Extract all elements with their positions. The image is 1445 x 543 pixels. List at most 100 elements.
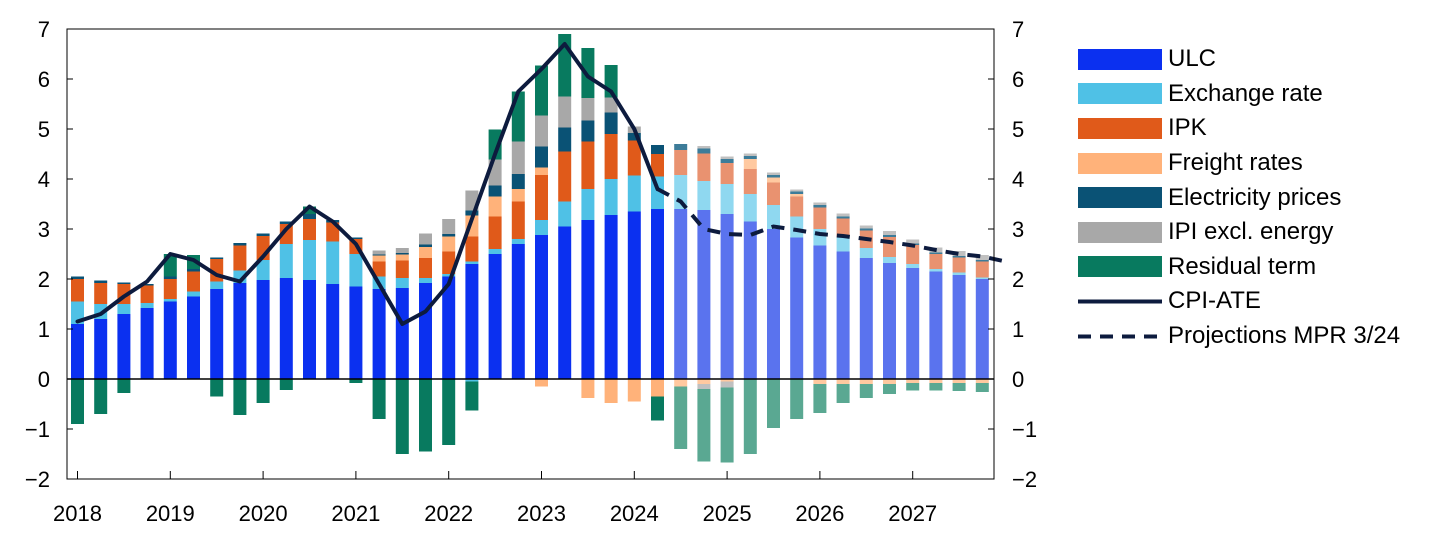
bar-residual-term-negative: [349, 379, 363, 383]
bar-freight-rates-negative: [535, 379, 548, 387]
cpi-ate-line: [75, 42, 660, 326]
bar-ipi-excl-energy: [975, 255, 989, 260]
bar-freight-rates: [442, 236, 456, 252]
bar-ulc: [604, 215, 618, 379]
bar-ulc: [210, 289, 224, 379]
legend-label: Exchange rate: [1168, 79, 1323, 107]
bar-exchange-rate: [535, 220, 548, 235]
legend-swatch-ipk: [1078, 117, 1162, 139]
bar-exchange-rate: [975, 277, 989, 279]
bar-ipi-excl-energy: [511, 141, 525, 174]
bar-exchange-rate: [303, 240, 316, 280]
bar-electricity-prices: [767, 175, 780, 178]
bar-ulc: [906, 268, 920, 379]
bar-exchange-rate: [929, 269, 943, 272]
bar-freight-rates-negative: [581, 379, 595, 398]
bar-ipi-excl-energy: [859, 225, 873, 229]
bar-electricity-prices: [836, 216, 850, 219]
bar-residual-term-negative: [256, 379, 270, 403]
bar-ipk: [674, 150, 688, 175]
bar-residual-term-negative: [906, 383, 920, 391]
bar-exchange-rate: [581, 189, 595, 220]
bar-ipk: [743, 169, 757, 194]
legend-label: IPI excl. energy: [1168, 218, 1334, 246]
bar-ulc: [303, 280, 316, 379]
bar-electricity-prices: [488, 185, 502, 197]
bar-ulc: [442, 276, 456, 379]
bar-electricity-prices: [442, 234, 456, 237]
bar-electricity-prices: [233, 243, 247, 246]
bar-freight-rates: [743, 159, 757, 169]
bar-residual-term-negative: [883, 384, 896, 394]
y-tick-label-right: 5: [1012, 117, 1024, 142]
bar-electricity-prices: [395, 253, 409, 255]
bar-ipk: [187, 271, 200, 292]
bar-freight-rates-negative: [952, 379, 966, 383]
bar-residual-term-negative: [929, 383, 943, 391]
bar-freight-rates-negative: [906, 379, 920, 383]
legend-label: ULC: [1168, 45, 1217, 73]
bar-electricity-prices: [859, 228, 873, 231]
y-tick-label-right: 2: [1012, 267, 1024, 292]
bar-electricity-prices: [697, 148, 711, 154]
bar-ipi-excl-energy: [952, 251, 966, 256]
bar-ulc: [836, 251, 850, 379]
legend-swatch-projections: [1078, 326, 1162, 347]
bar-exchange-rate: [349, 254, 363, 287]
bar-ulc: [627, 211, 641, 379]
bar-residual-term-negative: [395, 379, 409, 454]
bar-exchange-rate: [743, 194, 757, 222]
bar-freight-rates-negative: [604, 379, 618, 403]
y-tick-label-right: 4: [1012, 167, 1024, 192]
projection-line: [656, 187, 1006, 264]
bar-ipk: [140, 285, 154, 303]
bar-exchange-rate: [790, 216, 804, 238]
bar-ipk: [627, 140, 641, 176]
bar-electricity-prices: [651, 145, 664, 154]
bar-ipi-excl-energy-negative: [697, 384, 711, 389]
bar-residual-term-negative: [94, 379, 108, 414]
y-tick-label-right: 7: [1012, 17, 1024, 42]
bar-ulc: [419, 283, 432, 379]
bar-ipi-excl-energy: [697, 146, 711, 149]
bar-ipk: [71, 279, 84, 302]
bar-electricity-prices: [929, 252, 943, 254]
bar-ipi-excl-energy: [604, 97, 618, 113]
bar-ipk: [94, 283, 108, 304]
bar-ipi-excl-energy: [906, 239, 920, 244]
legend-label: Electricity prices: [1168, 183, 1342, 211]
bar-ipk: [975, 261, 989, 278]
bar-ipi-excl-energy: [442, 219, 456, 234]
bar-freight-rates-negative: [929, 379, 943, 383]
y-tick-label-left: 2: [38, 267, 50, 292]
plot-border: [66, 28, 995, 480]
bar-ulc: [813, 245, 827, 379]
bar-ulc: [929, 271, 943, 379]
bar-ulc: [790, 237, 804, 379]
bar-electricity-prices: [465, 210, 479, 216]
bar-exchange-rate: [140, 303, 154, 308]
bar-ipk: [279, 224, 293, 244]
bar-electricity-prices: [349, 237, 363, 239]
x-tick-label: 2024: [610, 501, 659, 526]
bar-freight-rates: [535, 167, 548, 175]
bar-freight-rates: [511, 189, 525, 202]
bar-ulc: [859, 258, 873, 379]
bar-electricity-prices: [163, 276, 177, 279]
legend-item-freight-rates: Freight rates: [1078, 146, 1400, 181]
bar-exchange-rate: [604, 179, 618, 215]
lines-layer: [75, 42, 1006, 326]
bars-layer: [71, 34, 989, 463]
legend-label: CPI-ATE: [1168, 287, 1261, 315]
bar-ulc: [140, 308, 154, 379]
bar-ipk: [813, 207, 827, 229]
bar-ulc: [743, 221, 757, 379]
bar-ipi-excl-energy: [558, 96, 572, 128]
bar-residual-term-negative: [117, 379, 131, 393]
legend-label: Residual term: [1168, 252, 1317, 280]
bar-freight-rates: [767, 177, 780, 183]
bar-freight-rates-negative: [813, 379, 827, 384]
bar-ipi-excl-energy: [836, 213, 850, 217]
x-tick-label: 2025: [703, 501, 752, 526]
bar-ipi-excl-energy: [813, 202, 827, 205]
